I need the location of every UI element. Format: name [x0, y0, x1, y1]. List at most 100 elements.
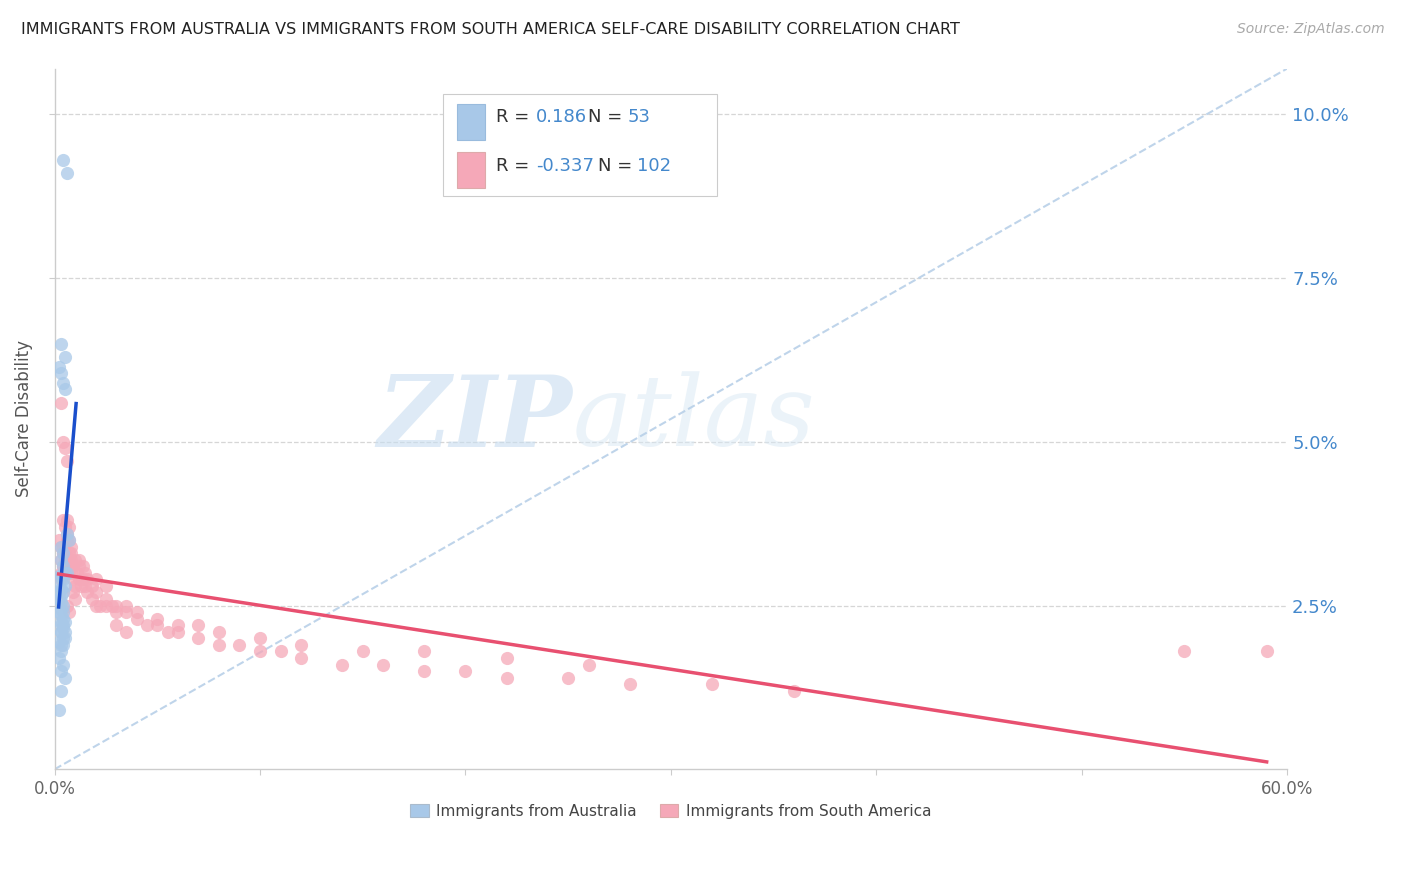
Point — [105, 605, 128, 619]
Point — [62, 573, 84, 587]
Point — [53, 552, 76, 566]
Text: -0.337: -0.337 — [536, 157, 593, 175]
Point — [80, 579, 103, 593]
Point — [270, 644, 292, 658]
Point — [58, 520, 80, 534]
Point — [94, 579, 117, 593]
Point — [156, 624, 179, 639]
Point — [49, 664, 72, 678]
Text: Source: ZipAtlas.com: Source: ZipAtlas.com — [1237, 22, 1385, 37]
Point — [373, 657, 395, 672]
Point — [56, 454, 79, 468]
Point — [49, 644, 72, 658]
Point — [48, 579, 70, 593]
Point — [59, 566, 82, 580]
Point — [48, 703, 70, 717]
Point — [80, 592, 103, 607]
Text: IMMIGRANTS FROM AUSTRALIA VS IMMIGRANTS FROM SOUTH AMERICA SELF-CARE DISABILITY : IMMIGRANTS FROM AUSTRALIA VS IMMIGRANTS … — [21, 22, 960, 37]
Point — [49, 618, 72, 632]
Point — [63, 552, 86, 566]
Point — [125, 605, 148, 619]
Point — [101, 599, 124, 613]
Point — [49, 624, 72, 639]
Point — [84, 585, 107, 599]
Point — [53, 350, 76, 364]
Point — [53, 632, 76, 646]
Point — [53, 383, 76, 397]
Point — [49, 589, 72, 603]
Point — [56, 599, 79, 613]
Point — [52, 657, 75, 672]
Point — [52, 585, 75, 599]
Point — [53, 671, 76, 685]
Point — [94, 592, 117, 607]
Point — [49, 624, 72, 639]
Point — [330, 657, 353, 672]
Point — [208, 624, 231, 639]
Point — [56, 533, 79, 547]
Text: N =: N = — [598, 157, 637, 175]
Point — [557, 671, 579, 685]
Point — [166, 624, 188, 639]
Point — [72, 573, 94, 587]
Y-axis label: Self-Care Disability: Self-Care Disability — [15, 341, 32, 498]
Point — [187, 632, 209, 646]
Point — [52, 632, 75, 646]
Point — [53, 566, 76, 580]
Point — [52, 599, 75, 613]
Point — [48, 533, 70, 547]
Point — [53, 559, 76, 574]
Point — [52, 618, 75, 632]
Point — [115, 605, 138, 619]
Point — [56, 513, 79, 527]
Point — [49, 602, 72, 616]
Point — [56, 566, 79, 580]
Point — [495, 671, 517, 685]
Point — [72, 559, 94, 574]
Point — [58, 552, 80, 566]
Point — [53, 546, 76, 560]
Point — [136, 618, 159, 632]
Point — [52, 573, 75, 587]
Point — [84, 573, 107, 587]
Point — [52, 612, 75, 626]
Point — [115, 624, 138, 639]
Point — [1256, 644, 1278, 658]
Text: ZIP: ZIP — [377, 371, 572, 467]
Text: R =: R = — [496, 157, 536, 175]
Point — [76, 573, 98, 587]
Text: 0.186: 0.186 — [536, 108, 586, 126]
Point — [59, 559, 82, 574]
Point — [52, 546, 75, 560]
Point — [75, 566, 97, 580]
Text: R =: R = — [496, 108, 536, 126]
Point — [454, 664, 477, 678]
Point — [63, 592, 86, 607]
Point — [63, 579, 86, 593]
Point — [105, 599, 128, 613]
Point — [59, 552, 82, 566]
Point — [48, 592, 70, 607]
Point — [56, 526, 79, 541]
Point — [52, 622, 75, 636]
Point — [53, 520, 76, 534]
Point — [49, 683, 72, 698]
Point — [67, 559, 90, 574]
Point — [49, 566, 72, 580]
Point — [48, 605, 70, 619]
Point — [413, 644, 436, 658]
Point — [52, 546, 75, 560]
Point — [52, 559, 75, 574]
Point — [49, 552, 72, 566]
Point — [58, 546, 80, 560]
Point — [58, 605, 80, 619]
Point — [146, 612, 169, 626]
Point — [58, 533, 80, 547]
Point — [62, 559, 84, 574]
Point — [49, 608, 72, 623]
Point — [66, 566, 89, 580]
Point — [48, 569, 70, 583]
Point — [53, 566, 76, 580]
Point — [115, 599, 138, 613]
Point — [48, 651, 70, 665]
